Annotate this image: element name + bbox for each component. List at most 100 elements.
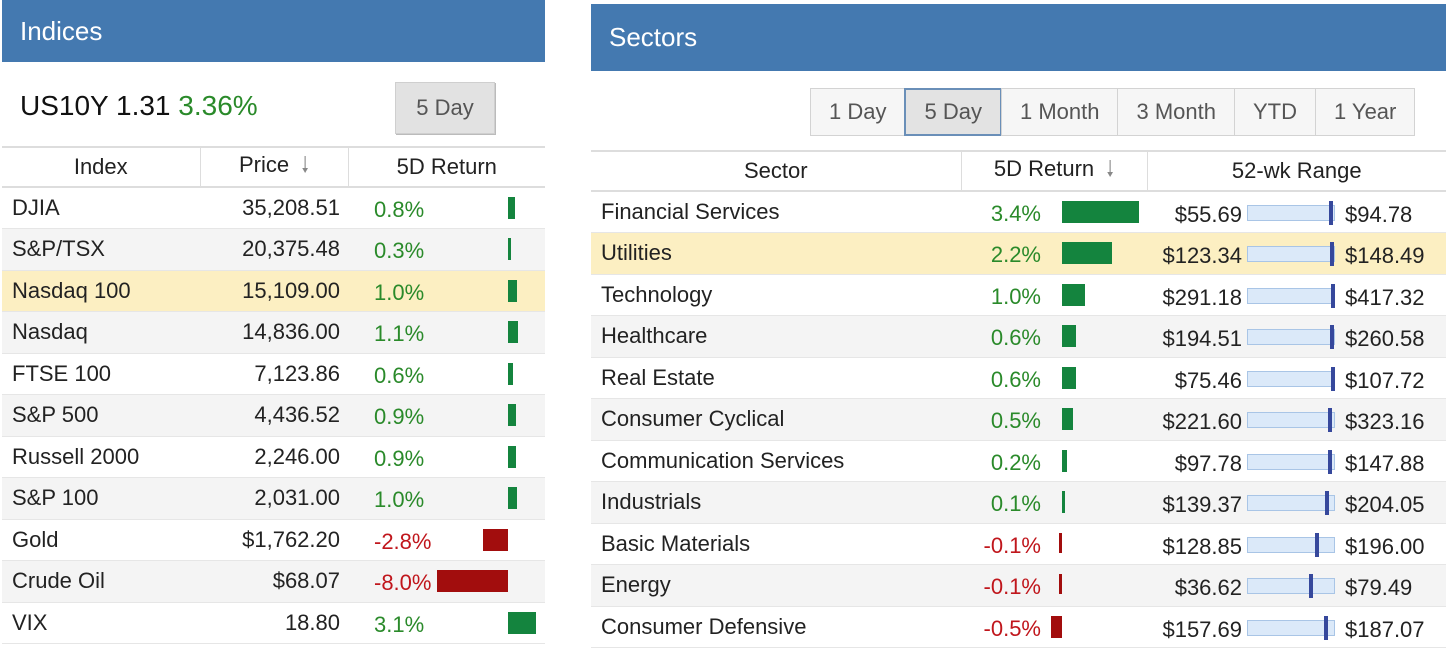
range-cell: $36.62 $79.49 [1147, 564, 1446, 607]
col-5d-return-header[interactable]: 5D Return 🠓 [960, 150, 1147, 192]
col-price-header[interactable]: Price 🠓 [199, 146, 348, 188]
col-sector-header[interactable]: Sector [591, 150, 961, 192]
return-bar [1050, 615, 1062, 638]
sector-return-cell: 2.2% [961, 232, 1147, 275]
col-52wk-range-header[interactable]: 52-wk Range [1146, 150, 1446, 192]
return-bar [508, 197, 516, 219]
indices-table: Index Price 🠓 5D Return DJIA 35,208.51 0.8%… [2, 146, 545, 644]
return-bar [508, 404, 516, 426]
range-button-ytd[interactable]: YTD [1233, 88, 1316, 136]
range-cell: $55.69 $94.78 [1147, 191, 1446, 233]
table-row[interactable]: S&P/TSX 20,375.48 0.3% [2, 228, 545, 271]
table-row[interactable]: DJIA 35,208.51 0.8% [2, 187, 545, 229]
sector-name: Real Estate [591, 357, 961, 399]
table-row[interactable]: Financial Services 3.4% $55.69 $94.78 [591, 191, 1446, 233]
range-track [1247, 242, 1335, 266]
table-row[interactable]: Industrials 0.1% $139.37 $204.05 [591, 481, 1446, 524]
range-marker [1315, 532, 1320, 557]
index-return-value: -2.8% [374, 528, 432, 554]
range-button-5-day[interactable]: 5 Day [904, 88, 1002, 136]
table-row[interactable]: Consumer Cyclical 0.5% $221.60 $323.16 [591, 398, 1446, 441]
table-row[interactable]: Real Estate 0.6% $75.46 $107.72 [591, 357, 1446, 399]
table-row[interactable]: Communication Services 0.2% $97.78 $147.88 [591, 440, 1446, 482]
index-price: 35,208.51 [200, 187, 348, 229]
table-row[interactable]: Gold $1,762.20 -2.8% [2, 519, 545, 561]
sector-name: Consumer Defensive [591, 606, 961, 648]
table-row[interactable]: Nasdaq 100 15,109.00 1.0% [2, 270, 545, 312]
index-return-cell: 0.6% [348, 353, 545, 395]
range-high: $260.58 [1345, 326, 1425, 351]
range-high: $196.00 [1345, 533, 1425, 559]
return-bar [508, 611, 536, 634]
return-bar [1062, 366, 1076, 389]
sector-name: Energy [591, 564, 961, 607]
indices-period-button[interactable]: 5 Day [395, 82, 495, 134]
return-bar [436, 570, 508, 592]
table-row[interactable]: FTSE 100 7,123.86 0.6% [2, 353, 545, 395]
range-low: $55.69 [1174, 202, 1242, 227]
index-name: S&P/TSX [2, 228, 200, 271]
range-button-1-day[interactable]: 1 Day [810, 88, 906, 136]
return-bar [508, 321, 518, 343]
return-bar [1062, 449, 1067, 472]
sector-name: Utilities [591, 232, 961, 275]
table-row[interactable]: Utilities 2.2% $123.34 $148.49 [591, 232, 1446, 275]
range-track [1247, 449, 1335, 474]
range-high: $79.49 [1345, 575, 1413, 600]
index-return-value: 0.9% [374, 404, 425, 429]
index-name: S&P 100 [2, 477, 200, 520]
col-5d-return-header[interactable]: 5D Return [347, 146, 545, 188]
col-index-header[interactable]: Index [2, 146, 200, 188]
table-row[interactable]: Basic Materials -0.1% $128.85 $196.00 [591, 523, 1446, 565]
table-row[interactable]: Russell 2000 2,246.00 0.9% [2, 436, 545, 478]
sector-return-value: 0.5% [990, 408, 1041, 433]
table-row[interactable]: S&P 500 4,436.52 0.9% [2, 394, 545, 437]
table-row[interactable]: Nasdaq 14,836.00 1.1% [2, 311, 545, 354]
index-name: VIX [2, 602, 200, 644]
range-low: $221.60 [1162, 409, 1242, 434]
sector-name: Technology [591, 274, 961, 316]
range-track [1247, 491, 1335, 515]
index-price: $68.07 [200, 560, 348, 603]
table-row[interactable]: Technology 1.0% $291.18 $417.32 [591, 274, 1446, 316]
range-cell: $194.51 $260.58 [1147, 315, 1446, 358]
range-track [1247, 283, 1336, 308]
range-button-1-year[interactable]: 1 Year [1314, 88, 1416, 136]
table-row[interactable]: Energy -0.1% $36.62 $79.49 [591, 564, 1446, 607]
indices-panel: Indices US10Y 1.31 3.36% 5 Day Index Pri… [2, 0, 545, 657]
index-return-value: 1.0% [374, 279, 425, 305]
index-price: 18.80 [200, 602, 348, 644]
sector-return-value: 0.1% [990, 491, 1041, 516]
table-row[interactable]: Healthcare 0.6% $194.51 $260.58 [591, 315, 1446, 358]
range-high: $204.05 [1345, 492, 1425, 517]
range-marker [1327, 408, 1332, 432]
table-row[interactable]: Consumer Defensive -0.5% $157.69 $187.07 [591, 606, 1446, 648]
return-bar [1059, 574, 1062, 594]
range-high: $417.32 [1345, 284, 1425, 310]
index-return-cell: -2.8% [348, 519, 545, 561]
sector-return-cell: 0.2% [961, 440, 1147, 482]
index-price: 2,246.00 [200, 436, 348, 478]
return-bar [508, 238, 511, 260]
range-low: $97.78 [1174, 450, 1242, 476]
table-row[interactable]: S&P 100 2,031.00 1.0% [2, 477, 545, 520]
index-return-value: 0.3% [374, 238, 425, 263]
index-name: S&P 500 [2, 394, 200, 437]
sector-name: Communication Services [591, 440, 961, 482]
sector-return-value: -0.1% [983, 532, 1041, 558]
range-marker [1331, 366, 1336, 391]
table-row[interactable]: VIX 18.80 3.1% [2, 602, 545, 644]
sector-return-value: 0.6% [990, 325, 1041, 350]
sector-return-value: -0.1% [983, 574, 1041, 599]
table-row[interactable]: Crude Oil $68.07 -8.0% [2, 560, 545, 603]
sector-return-value: 0.2% [990, 449, 1041, 475]
index-name: Nasdaq [2, 311, 200, 354]
sector-return-cell: 3.4% [961, 191, 1147, 233]
range-button-3-month[interactable]: 3 Month [1117, 88, 1235, 136]
sector-name: Financial Services [591, 191, 961, 233]
index-name: Crude Oil [2, 560, 200, 603]
range-cell: $128.85 $196.00 [1147, 523, 1446, 565]
sector-return-cell: -0.1% [961, 564, 1147, 607]
sector-name: Basic Materials [591, 523, 961, 565]
range-button-1-month[interactable]: 1 Month [1000, 88, 1119, 136]
